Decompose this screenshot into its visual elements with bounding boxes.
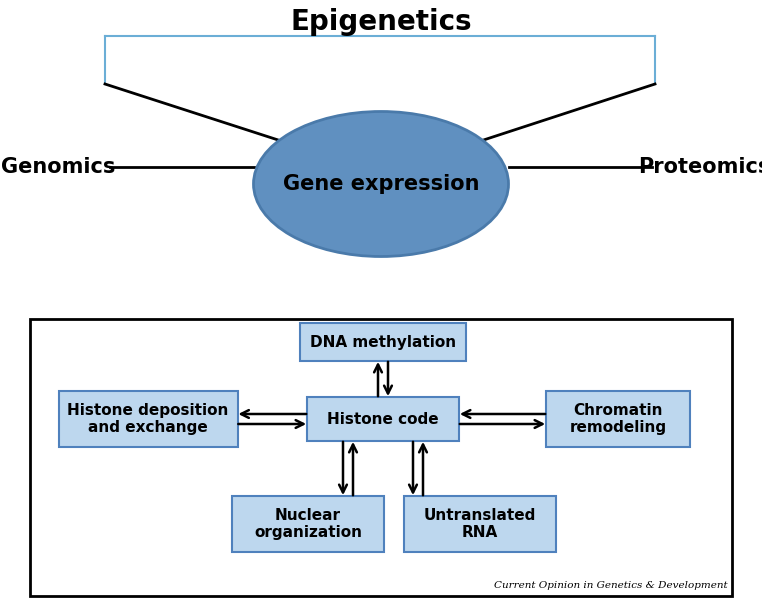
FancyBboxPatch shape [300,323,466,361]
FancyBboxPatch shape [232,496,384,552]
Text: DNA methylation: DNA methylation [310,335,456,349]
FancyBboxPatch shape [404,496,556,552]
Text: Epigenetics: Epigenetics [290,8,472,36]
Text: Histone deposition
and exchange: Histone deposition and exchange [67,403,229,435]
Text: Current Opinion in Genetics & Development: Current Opinion in Genetics & Developmen… [495,581,728,590]
Text: Untranslated
RNA: Untranslated RNA [424,508,536,540]
Text: Chromatin
remodeling: Chromatin remodeling [569,403,667,435]
Text: Genomics: Genomics [1,157,115,177]
Text: Gene expression: Gene expression [283,174,479,194]
FancyBboxPatch shape [59,391,238,447]
FancyBboxPatch shape [30,319,732,596]
Text: Histone code: Histone code [327,411,439,427]
FancyBboxPatch shape [307,397,459,441]
Ellipse shape [254,112,508,257]
Text: Proteomics: Proteomics [638,157,762,177]
FancyBboxPatch shape [546,391,690,447]
Text: Nuclear
organization: Nuclear organization [254,508,362,540]
